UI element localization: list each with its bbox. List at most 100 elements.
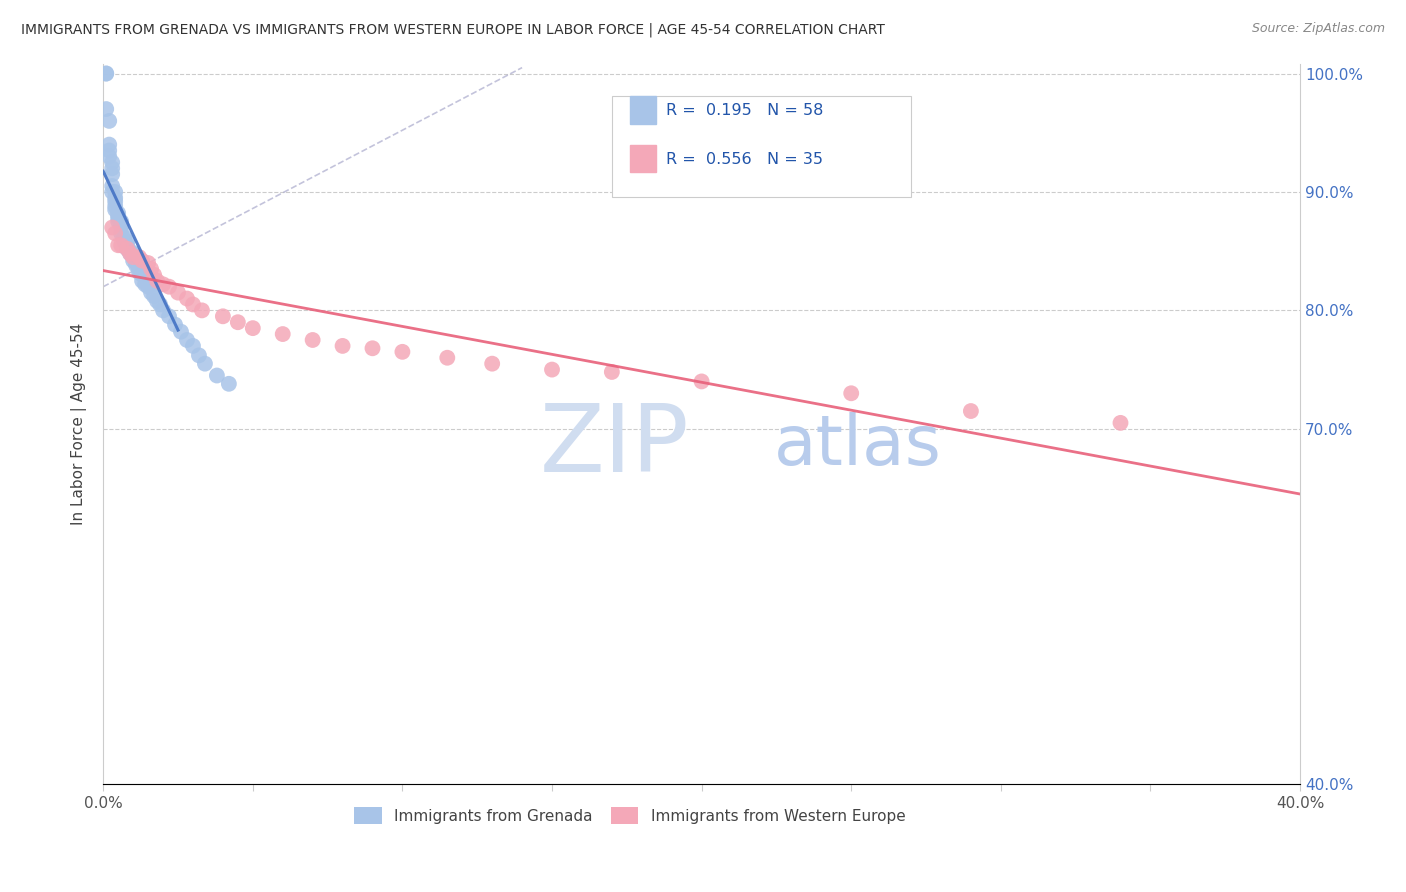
Point (98, 149, 121, 163)
Point (131, 253, 153, 268)
Point (107, 206, 129, 220)
Point (110, 238, 132, 252)
Point (139, 285, 162, 300)
Point (122, 246, 145, 260)
Point (191, 303, 214, 318)
Point (541, 362, 564, 376)
Bar (630, 96, 657, 124)
Point (115, 235, 138, 249)
Point (115, 242, 138, 256)
Point (163, 318, 186, 332)
Point (120, 244, 142, 259)
Point (107, 209, 129, 223)
Point (143, 289, 166, 303)
Point (170, 325, 193, 339)
Point (101, 220, 124, 235)
Point (176, 292, 198, 306)
Point (104, 202, 127, 217)
FancyBboxPatch shape (612, 96, 911, 197)
Point (361, 341, 384, 355)
Point (188, 348, 211, 362)
Point (149, 297, 172, 311)
Point (101, 185, 124, 199)
Text: R =  0.195   N = 58: R = 0.195 N = 58 (665, 103, 823, 119)
Point (110, 220, 132, 235)
Point (143, 268, 166, 282)
Point (98, 114, 121, 128)
Point (101, 155, 124, 169)
Point (112, 230, 135, 244)
Point (242, 321, 264, 335)
Point (271, 327, 294, 342)
Point (194, 357, 217, 371)
Point (134, 277, 156, 292)
Point (115, 242, 138, 256)
Point (120, 246, 142, 260)
Text: ZIP: ZIP (540, 400, 690, 491)
Point (101, 179, 124, 194)
Point (152, 303, 174, 318)
Point (101, 161, 124, 176)
Text: Source: ZipAtlas.com: Source: ZipAtlas.com (1251, 22, 1385, 36)
Point (839, 386, 862, 401)
Point (131, 274, 153, 288)
Point (146, 293, 169, 308)
Point (205, 368, 228, 383)
Point (128, 261, 150, 276)
Point (181, 339, 204, 353)
Point (120, 246, 142, 260)
Point (128, 250, 150, 264)
Point (110, 227, 132, 241)
Point (436, 351, 458, 365)
Point (96, 102, 118, 116)
Point (301, 333, 323, 347)
Point (226, 315, 249, 329)
Point (139, 261, 162, 276)
Point (960, 404, 983, 418)
Point (122, 250, 145, 264)
Point (391, 344, 413, 359)
Point (107, 211, 129, 225)
Point (110, 214, 132, 228)
Point (96, 66, 118, 80)
Point (152, 277, 174, 292)
Point (136, 256, 159, 270)
Text: R =  0.556   N = 35: R = 0.556 N = 35 (665, 152, 823, 167)
Point (181, 297, 204, 311)
Point (110, 218, 132, 232)
Point (101, 167, 124, 181)
Point (332, 339, 354, 353)
Text: IMMIGRANTS FROM GRENADA VS IMMIGRANTS FROM WESTERN EUROPE IN LABOR FORCE | AGE 4: IMMIGRANTS FROM GRENADA VS IMMIGRANTS FR… (21, 22, 884, 37)
Point (107, 214, 129, 228)
Point (167, 285, 190, 300)
Point (98, 144, 121, 158)
Text: atlas: atlas (773, 412, 941, 479)
Point (112, 232, 135, 246)
Point (212, 310, 235, 324)
Point (690, 375, 713, 389)
Point (98, 137, 121, 152)
Point (104, 191, 127, 205)
Point (157, 279, 180, 293)
Point (104, 194, 127, 209)
Point (125, 256, 148, 270)
Point (218, 376, 240, 391)
Point (96, 66, 118, 80)
Point (104, 227, 127, 241)
Point (136, 279, 159, 293)
Point (122, 253, 145, 268)
Point (125, 259, 148, 273)
Point (146, 274, 169, 288)
Y-axis label: In Labor Force | Age 45-54: In Labor Force | Age 45-54 (72, 323, 87, 525)
Point (104, 185, 127, 199)
Point (176, 333, 198, 347)
Point (481, 357, 503, 371)
Point (128, 265, 150, 279)
Point (122, 250, 145, 264)
Point (1109, 416, 1132, 430)
Point (107, 238, 129, 252)
Point (157, 310, 180, 324)
Legend: Immigrants from Grenada, Immigrants from Western Europe: Immigrants from Grenada, Immigrants from… (349, 800, 911, 830)
Point (600, 365, 623, 379)
Bar (630, 145, 657, 172)
